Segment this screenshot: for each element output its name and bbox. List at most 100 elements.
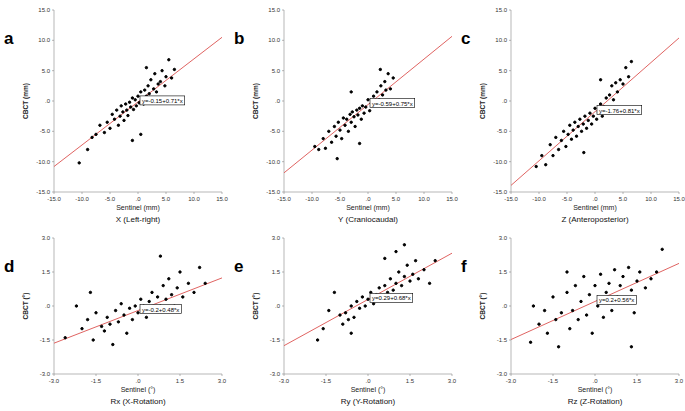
x-tick	[312, 192, 313, 194]
point	[324, 147, 326, 149]
y-tick	[509, 101, 511, 102]
y-tick-label: 3.0	[499, 235, 508, 241]
x-tick	[539, 192, 540, 194]
annotation-text: y=-0.59+0.75*x	[372, 101, 413, 107]
point	[119, 115, 121, 117]
point	[342, 323, 344, 325]
x-tick	[637, 374, 638, 376]
point	[555, 318, 557, 320]
point	[584, 115, 586, 117]
y-tick-label: .0	[502, 98, 508, 104]
x-tick	[222, 374, 223, 376]
x-tick-label: -5.0	[105, 196, 116, 202]
x-tick-label: 5.0	[162, 196, 171, 202]
x-tick-label: 5.0	[392, 196, 401, 202]
point	[636, 280, 638, 282]
y-tick	[52, 374, 54, 375]
x-tick	[138, 192, 139, 194]
point	[552, 154, 554, 156]
point	[357, 114, 359, 116]
point	[117, 321, 119, 323]
point	[120, 105, 122, 107]
y-tick	[509, 306, 511, 307]
x-axis-label: Sentinel (mm)	[573, 204, 617, 212]
x-tick-label: .0	[592, 196, 598, 202]
y-tick-label: .0	[45, 303, 51, 309]
point	[342, 117, 344, 119]
point	[344, 312, 346, 314]
x-tick	[424, 192, 425, 194]
point	[164, 85, 166, 87]
y-tick-label: -5.0	[40, 128, 51, 134]
y-tick-label: -1.5	[270, 337, 281, 343]
point	[150, 79, 152, 81]
point	[630, 346, 632, 348]
x-tick	[194, 192, 195, 194]
point	[330, 141, 332, 143]
panel-title: Ry (Y-Rotation)	[341, 397, 396, 406]
annotation: y=-0.2+0.48*x	[140, 305, 181, 314]
panel: d-3.0-1.5.01.53.0-3.0-1.5.01.53.0Sentine…	[4, 235, 227, 406]
point	[577, 125, 579, 127]
x-tick-label: -3.0	[506, 378, 517, 384]
point	[395, 250, 397, 252]
y-tick-label: 10.0	[495, 37, 507, 43]
point	[376, 91, 378, 93]
point	[562, 130, 564, 132]
point	[389, 278, 391, 280]
y-tick	[509, 10, 511, 11]
point	[157, 83, 159, 85]
y-tick-label: -1.5	[40, 337, 51, 343]
point	[566, 291, 568, 293]
point	[549, 143, 551, 145]
point	[128, 101, 130, 103]
point	[543, 309, 545, 311]
point	[86, 148, 88, 150]
point	[384, 257, 386, 259]
point	[179, 271, 181, 273]
point	[387, 73, 389, 75]
point	[111, 113, 113, 115]
y-tick	[509, 192, 511, 193]
point	[605, 291, 607, 293]
point	[109, 127, 111, 129]
point	[535, 165, 537, 167]
annotation: y=-0.59+0.75*x	[370, 99, 415, 108]
point	[356, 300, 358, 302]
panel-label: e	[234, 257, 243, 276]
y-tick	[509, 374, 511, 375]
point	[587, 119, 589, 121]
point	[385, 89, 387, 91]
point	[655, 271, 657, 273]
point	[627, 76, 629, 78]
y-axis-label: CBCT (mm)	[479, 83, 487, 119]
y-tick-label: 1.5	[42, 269, 51, 275]
point	[140, 133, 142, 135]
point	[350, 305, 352, 307]
annotation: y=-1.76+0.81*x	[597, 106, 642, 115]
y-tick	[282, 340, 284, 341]
annotation-box	[140, 305, 181, 314]
y-tick-label: 3.0	[42, 235, 51, 241]
y-tick	[509, 272, 511, 273]
point	[152, 88, 154, 90]
point	[358, 107, 360, 109]
point	[380, 85, 382, 87]
x-tick	[595, 374, 596, 376]
point	[599, 273, 601, 275]
y-tick-label: 3.0	[272, 235, 281, 241]
y-tick	[282, 374, 284, 375]
point	[381, 94, 383, 96]
point	[608, 94, 610, 96]
point	[339, 129, 341, 131]
x-tick	[340, 192, 341, 194]
point	[318, 148, 320, 150]
point	[128, 307, 130, 309]
x-tick	[567, 192, 568, 194]
point	[601, 115, 603, 117]
panel-title: Y (Craniocaudal)	[338, 215, 398, 224]
y-tick-label: -10.0	[493, 159, 507, 165]
point	[335, 135, 337, 137]
x-tick-label: -1.5	[321, 378, 332, 384]
point	[112, 343, 114, 345]
